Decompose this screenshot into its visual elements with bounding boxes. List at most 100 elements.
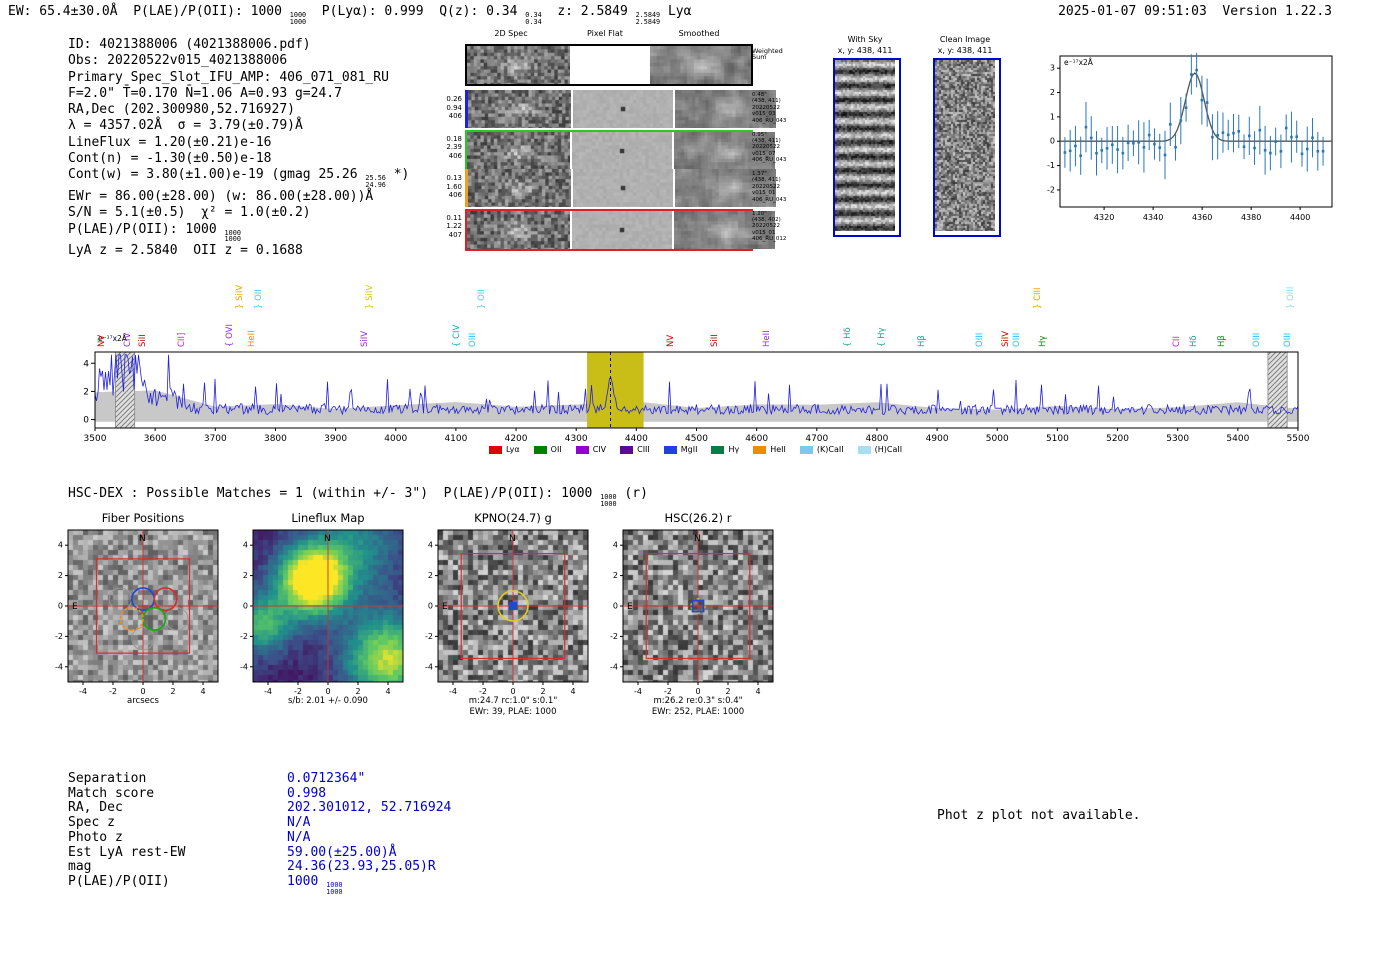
svg-text:4400: 4400: [625, 434, 648, 444]
svg-text:0: 0: [83, 416, 89, 426]
svg-text:0: 0: [58, 602, 63, 611]
cutout-caption: m:26.2 re:0.3" s:0.4": [653, 696, 743, 706]
svg-text:4340: 4340: [1143, 213, 1163, 222]
spectrum-units-label: e⁻¹⁷x2Å: [98, 334, 127, 343]
info-line: λ = 4357.02Å σ = 3.79(±0.79)Å: [68, 118, 303, 134]
cutout-axes: -4 -4 -2 -2 0 0 2 2 4 4 N E: [425, 529, 589, 696]
twod-row-right-info: 1.37" (438, 411) 20220522 v015_01 406_RU…: [752, 171, 787, 203]
legend-item: CIV: [575, 445, 606, 454]
match-value: 202.301012, 52.716924: [287, 800, 452, 816]
svg-text:-2: -2: [425, 632, 433, 641]
twod-col-header: Pixel Flat: [587, 29, 623, 38]
info-line: EWr = 86.00(±28.00) (w: 86.00(±28.00))Å: [68, 188, 374, 204]
svg-text:-2: -2: [479, 687, 487, 696]
match-row: Separation 0.0712364": [68, 771, 451, 787]
twod-row: [465, 169, 776, 207]
emission-line-label: } SiIV: [365, 284, 375, 309]
svg-text:5300: 5300: [1166, 434, 1189, 444]
match-row: Spec z N/A: [68, 815, 451, 831]
info-line: F=2.0" T̄=0.170 N̄=1.06 A=0.93 g=24.7: [68, 85, 342, 101]
twod-row: [465, 208, 775, 251]
svg-text:4600: 4600: [745, 434, 768, 444]
svg-text:4: 4: [755, 687, 760, 696]
svg-text:-4: -4: [610, 662, 618, 671]
svg-text:-2: -2: [1047, 185, 1055, 194]
legend-item: CIII: [620, 445, 650, 454]
svg-text:4500: 4500: [685, 434, 708, 444]
legend-item: HeII: [753, 445, 786, 454]
svg-text:4300: 4300: [565, 434, 588, 444]
svg-text:5100: 5100: [1046, 434, 1069, 444]
cutout-title: HSC(26.2) r: [664, 511, 732, 525]
match-label: Photo z: [68, 829, 123, 845]
svg-text:4900: 4900: [926, 434, 949, 444]
info-line: Cont(n) = -1.30(±0.50)e-18: [68, 151, 272, 167]
legend-item: (H)CaII: [857, 445, 902, 454]
match-label: P(LAE)/P(OII): [68, 873, 170, 889]
legend-item: (K)CaII: [799, 445, 844, 454]
svg-text:-2: -2: [664, 687, 672, 696]
svg-text:3800: 3800: [264, 434, 287, 444]
svg-text:0: 0: [695, 687, 700, 696]
match-value: 24.36(23.93,25.05)R: [287, 859, 436, 875]
legend-item: OII: [533, 445, 562, 454]
svg-text:5500: 5500: [1287, 434, 1310, 444]
legend-swatch: [575, 445, 589, 454]
svg-text:4: 4: [570, 687, 575, 696]
twod-row-right-info: 0.48" (438, 411) 20220522 v015_03 406_RU…: [752, 92, 787, 124]
catalog-match-table: Separation 0.0712364" Match score 0.998 RA, …: [68, 771, 451, 896]
twod-row-left-values: 0.18 2.39 406: [446, 134, 462, 160]
svg-text:4800: 4800: [865, 434, 888, 444]
panel-coords-with-sky: x, y: 438, 411: [837, 46, 893, 55]
info-line: S/N = 5.1(±0.5) χ² = 1.0(±0.2): [68, 205, 311, 221]
svg-text:0: 0: [325, 687, 330, 696]
svg-text:-4: -4: [425, 662, 433, 671]
svg-text:2: 2: [243, 571, 248, 580]
twod-row-left-values: 0.26 0.94 406: [446, 95, 462, 121]
svg-text:-2: -2: [55, 632, 63, 641]
svg-text:-4: -4: [449, 687, 457, 696]
svg-text:2: 2: [83, 387, 89, 397]
svg-text:2: 2: [1050, 88, 1055, 97]
emission-line-label: } OII: [254, 289, 264, 309]
svg-text:-2: -2: [109, 687, 117, 696]
info-line: RA,Dec (202.300980,52.716927): [68, 102, 295, 118]
header-timestamp: 2025-01-07 09:51:03 Version 1.22.3: [1058, 4, 1332, 19]
info-line: P(LAE)/P(OII): 1000 1000 1000: [68, 221, 241, 244]
svg-text:N: N: [694, 534, 701, 544]
svg-text:4: 4: [200, 687, 205, 696]
svg-text:-2: -2: [610, 632, 618, 641]
header-summary: EW: 65.4±30.0Å P(LAE)/P(OII): 1000 1000 1…: [8, 4, 692, 26]
match-row: P(LAE)/P(OII) 1000 1000 1000: [68, 873, 451, 896]
cutout-title: Lineflux Map: [291, 511, 365, 525]
twod-row-right-info: 1.20" (438, 402) 20220522 v015_01 406_RU…: [752, 210, 787, 243]
match-label: Separation: [68, 771, 147, 786]
match-value: 0.0712364": [287, 771, 366, 786]
svg-text:5200: 5200: [1106, 434, 1129, 444]
legend-swatch: [620, 445, 634, 454]
svg-text:3900: 3900: [324, 434, 347, 444]
twod-row-left-values: 0.11 1.22 407: [446, 213, 462, 239]
svg-text:4100: 4100: [444, 434, 467, 444]
legend-swatch: [533, 445, 547, 454]
info-line: LineFlux = 1.20(±0.21)e-16: [68, 134, 272, 150]
svg-text:4200: 4200: [505, 434, 528, 444]
info-line: ID: 4021388006 (4021388006.pdf): [68, 37, 311, 52]
legend-swatch: [663, 445, 677, 454]
twod-row-right-info: 0.95" (438, 411) 20220522 v015_07 406_RU…: [752, 131, 787, 164]
svg-text:4700: 4700: [805, 434, 828, 444]
match-row: RA, Dec 202.301012, 52.716924: [68, 801, 451, 816]
svg-text:N: N: [324, 534, 331, 544]
legend-swatch: [857, 445, 871, 454]
match-value: 1000 1000 1000: [287, 873, 343, 896]
legend-swatch: [799, 445, 813, 454]
panel-box-with-sky: [833, 58, 901, 237]
svg-text:0: 0: [428, 602, 433, 611]
svg-text:4: 4: [385, 687, 390, 696]
match-label: mag: [68, 859, 92, 875]
svg-text:2: 2: [613, 571, 618, 580]
svg-text:E: E: [72, 602, 78, 612]
fit-units-label: e⁻¹⁷x2Å: [1064, 58, 1093, 67]
legend-item: MgII: [663, 445, 697, 454]
